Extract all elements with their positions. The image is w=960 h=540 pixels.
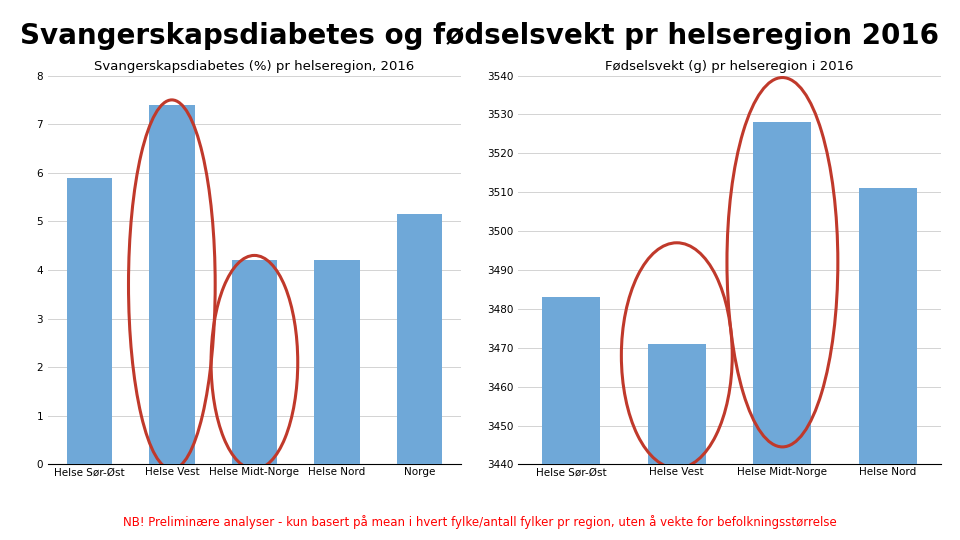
Bar [754, 122, 811, 540]
Bar [66, 178, 112, 464]
Bar [396, 214, 443, 464]
Title: Fødselsvekt (g) pr helseregion i 2016: Fødselsvekt (g) pr helseregion i 2016 [606, 60, 853, 73]
Bar [648, 344, 706, 540]
Title: Svangerskapsdiabetes (%) pr helseregion, 2016: Svangerskapsdiabetes (%) pr helseregion,… [94, 60, 415, 73]
Bar [542, 297, 600, 540]
Bar [314, 260, 360, 464]
Bar [859, 188, 917, 540]
Text: Svangerskapsdiabetes og fødselsvekt pr helseregion 2016: Svangerskapsdiabetes og fødselsvekt pr h… [20, 22, 940, 50]
Bar [231, 260, 277, 464]
Text: NB! Preliminære analyser - kun basert på mean i hvert fylke/antall fylker pr reg: NB! Preliminære analyser - kun basert på… [123, 515, 837, 529]
Bar [149, 105, 195, 464]
